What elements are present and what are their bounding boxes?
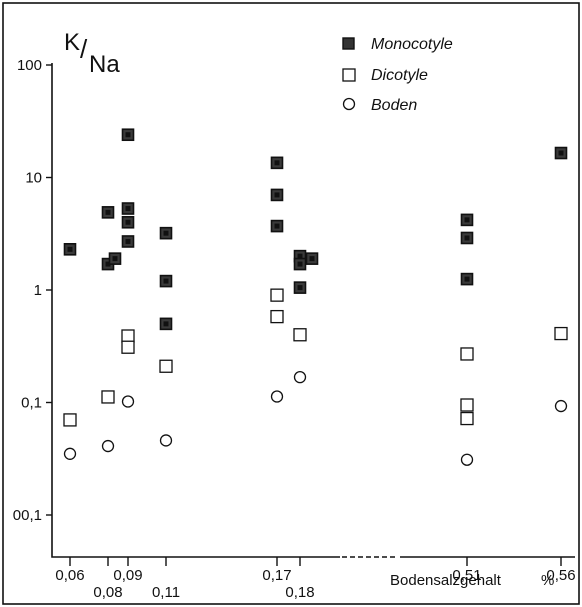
x-axis-left [51, 540, 340, 558]
point-monocotyle [293, 257, 307, 271]
point-monocotyle [121, 202, 135, 215]
point-dicotyle [460, 347, 474, 361]
point-monocotyle-core [163, 278, 169, 284]
point-monocotyle [63, 243, 77, 256]
x-ticks: 0,06 0,09 0,17 0,51 0,56 0,08 0,11 0,18 [55, 557, 576, 601]
point-boden [293, 371, 307, 384]
y-tick-label: 1 [34, 282, 42, 299]
point-monocotyle [121, 128, 135, 142]
y-title-na: Na [89, 51, 120, 78]
point-monocotyle [293, 281, 307, 294]
point-dicotyle [270, 288, 284, 302]
point-monocotyle-core [163, 230, 169, 236]
point-monocotyle-core [297, 285, 303, 291]
point-monocotyle-core [309, 256, 315, 262]
point-dicotyle [270, 309, 284, 324]
point-monocotyle-core [464, 276, 470, 282]
point-monocotyle-core [558, 150, 564, 156]
x-tick-label: 0,51 [452, 567, 481, 584]
point-monocotyle [270, 188, 284, 202]
x-tick-label: 0,09 [113, 567, 142, 584]
point-monocotyle-core [105, 209, 111, 215]
x-tick-label: 0,08 [93, 584, 122, 601]
x-tick-label: 0,06 [55, 567, 84, 584]
x-axis-unit: % [541, 572, 554, 589]
point-monocotyle [108, 252, 122, 265]
legend-item-monocotyle: Monocotyle [342, 36, 453, 53]
point-monocotyle [460, 213, 474, 227]
point-dicotyle [554, 326, 568, 341]
legend-label-monocotyle: Monocotyle [371, 36, 453, 53]
point-monocotyle [270, 219, 284, 233]
point-boden [101, 439, 115, 453]
point-dicotyle [460, 411, 474, 426]
point-dicotyle [101, 390, 115, 404]
y-tick-label: 10 [25, 170, 42, 187]
legend-open-square-marker [342, 68, 356, 82]
point-boden [159, 434, 173, 447]
legend: Monocotyle Dicotyle Boden [342, 36, 453, 114]
point-boden [121, 395, 135, 408]
point-boden [63, 447, 77, 460]
point-monocotyle [460, 272, 474, 286]
y-tick-label: 0,1 [21, 395, 42, 412]
point-dicotyle [159, 359, 173, 373]
point-monocotyle-core [125, 219, 131, 225]
legend-filled-square-marker [342, 37, 355, 50]
y-tick-label: 100 [17, 57, 42, 74]
point-monocotyle-core [125, 132, 131, 138]
y-tick-label: 00,1 [13, 507, 42, 524]
legend-item-dicotyle: Dicotyle [342, 67, 428, 84]
point-dicotyle [121, 340, 135, 354]
point-monocotyle-core [297, 261, 303, 267]
data-points [63, 128, 568, 466]
point-monocotyle-core [105, 261, 111, 267]
y-axis-title: K / Na [64, 29, 120, 78]
point-dicotyle [460, 398, 474, 412]
legend-item-boden: Boden [342, 97, 417, 114]
legend-label-boden: Boden [371, 97, 417, 114]
point-monocotyle [121, 235, 135, 248]
point-monocotyle-core [125, 206, 131, 212]
y-ticks: 00,1 0,1 1 10 100 [13, 57, 52, 524]
point-monocotyle [101, 206, 115, 219]
point-monocotyle [554, 146, 568, 160]
x-axis-title: Bodensalzgehalt [390, 572, 502, 589]
point-monocotyle [121, 215, 135, 229]
y-title-k: K [64, 29, 80, 56]
point-monocotyle-core [274, 160, 280, 166]
legend-open-circle-marker [342, 97, 356, 111]
point-boden [554, 399, 568, 413]
point-monocotyle-core [274, 192, 280, 198]
point-monocotyle-core [464, 217, 470, 223]
point-dicotyle [63, 413, 77, 427]
point-boden [270, 390, 284, 403]
y-title-slash: / [80, 34, 88, 64]
legend-label-dicotyle: Dicotyle [371, 67, 428, 84]
point-monocotyle-core [112, 256, 118, 262]
x-tick-label: 0,56 [546, 567, 575, 584]
point-dicotyle [293, 328, 307, 342]
point-monocotyle-core [464, 235, 470, 241]
point-monocotyle [270, 156, 284, 170]
x-tick-label: 0,18 [285, 584, 314, 601]
point-monocotyle [159, 317, 173, 331]
point-monocotyle [305, 252, 319, 265]
point-monocotyle-core [67, 246, 73, 252]
point-monocotyle [159, 226, 173, 240]
point-monocotyle [159, 274, 173, 288]
point-dicotyle [121, 329, 135, 343]
point-monocotyle [460, 231, 474, 245]
point-monocotyle-core [274, 223, 280, 229]
x-tick-label: 0,17 [262, 567, 291, 584]
x-tick-label: 0,11 [152, 584, 180, 601]
point-monocotyle-core [163, 321, 169, 327]
point-monocotyle-core [125, 238, 131, 244]
point-monocotyle-core [297, 253, 303, 259]
point-boden [460, 453, 474, 466]
